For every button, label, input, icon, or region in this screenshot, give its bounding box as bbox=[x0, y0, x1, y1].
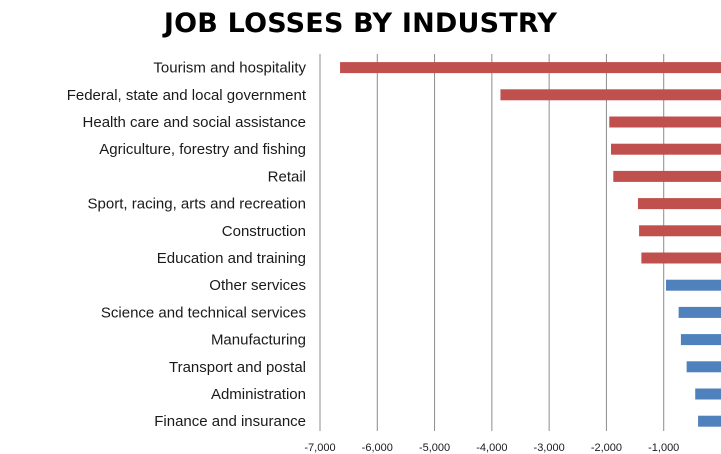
bar bbox=[641, 252, 721, 264]
category-label: Retail bbox=[268, 168, 306, 185]
category-label: Science and technical services bbox=[101, 304, 306, 321]
category-label: Transport and postal bbox=[169, 359, 306, 376]
x-tick-label: -1,000 bbox=[648, 442, 679, 454]
category-label: Finance and insurance bbox=[154, 413, 306, 430]
gridlines bbox=[319, 54, 665, 431]
x-axis-ticks: -7,000 -6,000 -5,000 -4,000 -3,000 -2,000 -1,0… bbox=[304, 442, 679, 454]
x-tick-label: -2,000 bbox=[591, 442, 622, 454]
bar bbox=[611, 143, 721, 155]
bar bbox=[666, 279, 721, 291]
bar bbox=[340, 62, 721, 74]
category-label: Tourism and hospitality bbox=[153, 60, 306, 77]
category-label: Agriculture, forestry and fishing bbox=[99, 141, 306, 158]
bars bbox=[340, 62, 721, 427]
x-tick-label: -6,000 bbox=[362, 442, 393, 454]
category-label: Education and training bbox=[157, 250, 306, 267]
bar bbox=[698, 415, 721, 427]
category-label: Sport, racing, arts and recreation bbox=[88, 196, 306, 213]
category-label: Construction bbox=[222, 223, 306, 240]
bar bbox=[680, 334, 721, 346]
bar bbox=[609, 116, 721, 128]
bar bbox=[695, 388, 721, 400]
category-labels: Tourism and hospitality Federal, state an… bbox=[67, 60, 307, 431]
x-tick-label: -4,000 bbox=[476, 442, 507, 454]
bar bbox=[500, 89, 721, 101]
category-label: Federal, state and local government bbox=[67, 87, 307, 104]
x-tick-label: -5,000 bbox=[419, 442, 450, 454]
category-label: Other services bbox=[209, 277, 306, 294]
bar bbox=[686, 361, 721, 373]
category-label: Manufacturing bbox=[211, 332, 306, 349]
bar bbox=[639, 225, 721, 237]
bar bbox=[613, 170, 721, 182]
category-label: Health care and social assistance bbox=[83, 114, 306, 131]
chart-title: JOB LOSSES BY INDUSTRY bbox=[163, 8, 558, 39]
x-tick-label: -3,000 bbox=[534, 442, 565, 454]
bar bbox=[678, 306, 721, 318]
bar bbox=[637, 198, 721, 210]
category-label: Administration bbox=[211, 386, 306, 403]
x-tick-label: -7,000 bbox=[304, 442, 335, 454]
